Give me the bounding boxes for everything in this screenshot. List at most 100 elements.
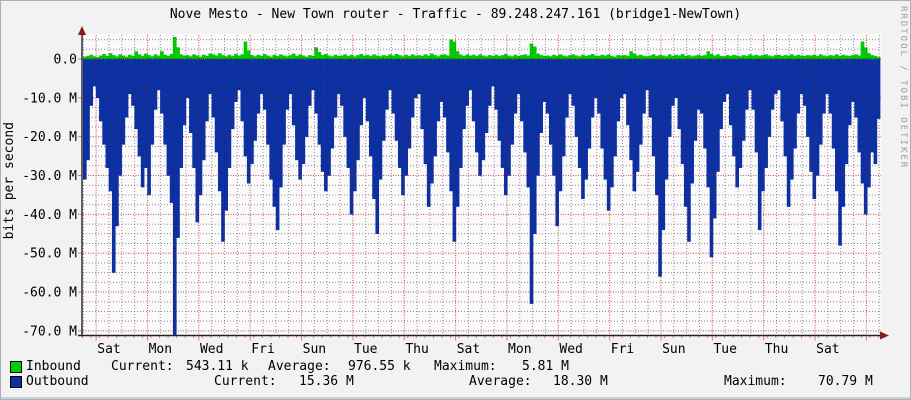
traffic-bar-inbound [414,55,418,59]
traffic-bar-outbound [500,59,505,168]
traffic-bar-inbound [436,56,441,59]
traffic-bar-outbound [693,59,698,141]
traffic-bar-inbound [208,53,212,59]
traffic-bar-outbound [635,59,640,172]
traffic-bar-outbound [568,59,572,95]
traffic-bar-inbound [266,55,270,59]
traffic-bar-outbound [491,59,495,87]
traffic-bar-outbound [497,59,502,141]
traffic-bar-inbound [494,54,498,59]
traffic-bar-inbound [542,55,547,59]
traffic-bar-outbound [648,59,653,118]
traffic-bar-inbound [166,55,171,59]
graph-title: Nove Mesto - New Town router - Traffic -… [169,7,742,22]
x-tick-label: Sun [662,342,685,357]
traffic-bar-inbound [455,51,460,59]
traffic-bar-outbound [661,59,666,231]
traffic-bar-inbound [587,55,592,59]
traffic-bar-inbound [304,56,309,59]
traffic-bar-outbound [115,59,119,227]
traffic-bar-outbound [680,59,685,165]
traffic-bar-inbound [751,55,756,59]
traffic-bar-outbound [532,59,537,234]
traffic-bar-outbound [529,59,534,304]
traffic-bar-inbound [873,55,878,59]
traffic-bar-outbound [343,59,347,137]
y-tick-label: -30.0 M [22,169,77,184]
traffic-bar-outbound [118,59,122,176]
traffic-bar-outbound [790,59,794,180]
traffic-bar-inbound [487,55,492,59]
traffic-bar-outbound [362,59,367,99]
traffic-bar-inbound [664,56,669,59]
traffic-bar-inbound [189,56,193,59]
traffic-bar-outbound [638,59,643,145]
traffic-bar-outbound [307,59,312,106]
outbound-average-label: Average: [469,374,532,389]
traffic-bar-outbound [99,59,103,122]
traffic-bar-outbound [780,59,784,122]
traffic-bar-outbound [619,59,624,99]
traffic-bar-outbound [298,59,302,180]
traffic-bar-inbound [745,55,749,59]
x-tick-label: Sat [816,342,839,357]
traffic-bar-outbound [738,59,743,168]
traffic-bar-outbound [587,59,592,149]
traffic-bar-outbound [863,59,868,215]
traffic-bar-outbound [513,59,518,114]
traffic-bar-inbound [642,55,646,59]
traffic-bar-inbound [269,56,274,59]
traffic-bar-inbound [108,53,113,59]
traffic-bar-outbound [269,59,274,180]
traffic-bar-outbound [590,59,595,118]
traffic-bar-inbound [500,55,505,59]
traffic-bar-inbound [295,55,299,59]
traffic-bar-inbound [696,54,701,59]
traffic-bar-inbound [761,55,765,59]
traffic-bar-inbound [565,56,569,59]
traffic-bar-inbound [728,55,733,59]
traffic-bar-outbound [876,59,881,119]
traffic-bar-outbound [153,59,158,110]
x-tick-label: Wed [559,342,582,357]
traffic-bar-outbound [359,59,363,126]
traffic-bar-outbound [671,59,675,106]
traffic-bar-outbound [147,59,151,196]
traffic-bar-outbound [89,59,94,106]
traffic-bar-outbound [687,59,691,242]
inbound-label: Inbound [26,359,81,374]
traffic-bar-inbound [282,55,286,59]
traffic-bar-outbound [870,59,874,153]
traffic-bar-inbound [793,55,797,59]
traffic-bar-outbound [645,59,650,91]
traffic-bar-inbound [548,56,553,59]
traffic-bar-outbound [841,59,846,207]
traffic-bar-outbound [230,59,235,130]
legend-row-inbound: Inbound Current: 543.11 k Average: 976.5… [1,360,906,374]
traffic-bar-outbound [124,59,129,118]
traffic-bar-outbound [121,59,126,145]
traffic-bar-inbound [169,53,174,59]
traffic-bar-inbound [635,55,640,59]
traffic-bar-outbound [700,59,704,114]
traffic-bar-inbound [349,54,354,59]
traffic-bar-outbound [510,59,515,145]
traffic-bar-outbound [140,59,145,188]
y-tick-label: -20.0 M [22,130,77,145]
traffic-bar-outbound [696,59,701,110]
traffic-bar-inbound [555,55,560,59]
traffic-bar-outbound [571,59,576,106]
traffic-bar-outbound [465,59,470,106]
traffic-bar-outbound [385,59,389,110]
traffic-bar-inbound [404,54,408,59]
traffic-bar-inbound [352,56,357,59]
traffic-bar-outbound [593,59,598,99]
traffic-bar-inbound [301,55,306,59]
traffic-bar-inbound [677,55,682,59]
traffic-bar-outbound [404,59,408,176]
traffic-bar-outbound [95,59,100,99]
traffic-bar-outbound [407,59,412,149]
traffic-bar-inbound [835,54,839,59]
x-tick-label: Sat [457,342,480,357]
inbound-average-value: 976.55 k [348,359,411,374]
